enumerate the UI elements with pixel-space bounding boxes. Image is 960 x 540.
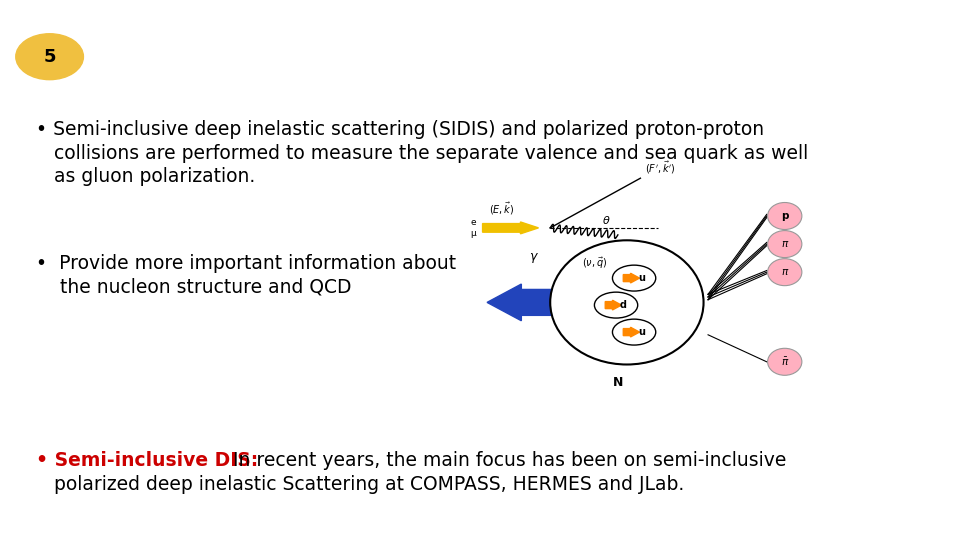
Text: $\gamma$: $\gamma$ bbox=[529, 251, 539, 265]
Text: $\bar{\pi}$: $\bar{\pi}$ bbox=[780, 356, 789, 368]
Text: polarized deep inelastic Scattering at COMPASS, HERMES and JLab.: polarized deep inelastic Scattering at C… bbox=[36, 475, 684, 494]
Text: $(F', \vec{k}')$: $(F', \vec{k}')$ bbox=[645, 159, 675, 176]
Text: u: u bbox=[637, 273, 645, 283]
Text: N: N bbox=[612, 376, 623, 389]
Text: $(E, \vec{k})$: $(E, \vec{k})$ bbox=[489, 201, 515, 217]
Text: In recent years, the main focus has been on semi-inclusive: In recent years, the main focus has been… bbox=[228, 451, 786, 470]
FancyArrow shape bbox=[623, 327, 639, 337]
Ellipse shape bbox=[768, 231, 802, 258]
Circle shape bbox=[594, 292, 637, 318]
Circle shape bbox=[612, 265, 656, 291]
FancyArrow shape bbox=[605, 300, 621, 310]
Text: • Semi-inclusive DIS:: • Semi-inclusive DIS: bbox=[36, 451, 258, 470]
Ellipse shape bbox=[768, 348, 802, 375]
Text: the nucleon structure and QCD: the nucleon structure and QCD bbox=[36, 278, 351, 296]
Text: d: d bbox=[620, 300, 627, 310]
Ellipse shape bbox=[768, 259, 802, 286]
Text: p: p bbox=[781, 211, 788, 221]
Ellipse shape bbox=[550, 240, 704, 364]
Text: $\pi$: $\pi$ bbox=[780, 267, 789, 277]
Text: • Semi-inclusive deep inelastic scattering (SIDIS) and polarized proton-proton: • Semi-inclusive deep inelastic scatteri… bbox=[36, 120, 764, 139]
Circle shape bbox=[612, 319, 656, 345]
FancyArrow shape bbox=[483, 222, 539, 234]
FancyArrow shape bbox=[623, 273, 639, 283]
Text: 5: 5 bbox=[43, 48, 56, 66]
Text: u: u bbox=[637, 327, 645, 337]
Text: $(\nu, \vec{q})$: $(\nu, \vec{q})$ bbox=[582, 255, 607, 271]
Ellipse shape bbox=[15, 33, 84, 80]
Text: $\theta$: $\theta$ bbox=[602, 214, 611, 226]
Text: e
μ: e μ bbox=[470, 218, 476, 238]
Text: as gluon polarization.: as gluon polarization. bbox=[36, 167, 255, 186]
Ellipse shape bbox=[768, 202, 802, 230]
Text: •  Provide more important information about: • Provide more important information abo… bbox=[36, 254, 456, 273]
Text: collisions are performed to measure the separate valence and sea quark as well: collisions are performed to measure the … bbox=[36, 144, 808, 163]
FancyArrow shape bbox=[487, 284, 609, 321]
Text: $\pi$: $\pi$ bbox=[780, 239, 789, 249]
